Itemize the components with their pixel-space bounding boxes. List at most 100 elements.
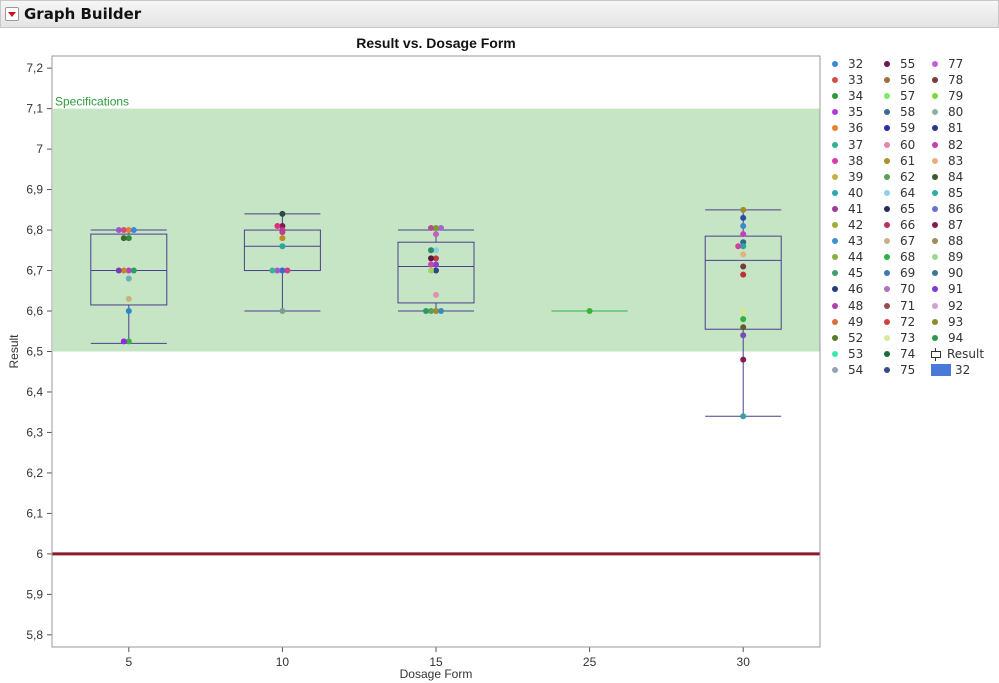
legend-item[interactable]: 58 — [884, 104, 915, 120]
legend-item[interactable]: 70 — [884, 281, 915, 297]
legend-item[interactable]: 77 — [932, 56, 963, 72]
legend-item[interactable]: 48 — [832, 298, 863, 314]
data-point — [125, 295, 132, 302]
disclosure-triangle-icon[interactable] — [5, 7, 19, 21]
legend-marker-icon — [932, 77, 938, 84]
data-point — [279, 229, 286, 236]
legend-label: 60 — [900, 137, 916, 152]
legend-item[interactable]: 78 — [932, 72, 963, 88]
legend-item[interactable]: 32 — [931, 362, 970, 378]
legend-item[interactable]: 37 — [832, 137, 863, 153]
legend-item[interactable]: 40 — [832, 185, 863, 201]
legend-label: 58 — [900, 105, 916, 120]
data-point — [740, 243, 747, 250]
data-point — [130, 227, 137, 234]
legend-item[interactable]: 42 — [832, 217, 863, 233]
legend-marker-icon — [832, 302, 838, 309]
legend-marker-icon — [884, 93, 890, 100]
legend-item[interactable]: 60 — [884, 137, 915, 153]
legend-marker-icon — [884, 254, 890, 261]
legend-item[interactable]: 55 — [884, 56, 915, 72]
legend-marker-icon — [832, 334, 838, 341]
legend-marker-icon — [832, 270, 838, 277]
legend-marker-icon — [884, 205, 890, 212]
legend-label: 56 — [900, 73, 916, 88]
legend-label: 88 — [948, 234, 964, 249]
x-tick-label: 25 — [583, 655, 597, 669]
legend-item[interactable]: 68 — [884, 249, 915, 265]
legend-item[interactable]: 71 — [884, 298, 915, 314]
legend-item[interactable]: 49 — [832, 314, 863, 330]
legend-item[interactable]: 79 — [932, 88, 963, 104]
legend-item[interactable]: 56 — [884, 72, 915, 88]
box — [90, 233, 168, 306]
legend-item[interactable]: 93 — [932, 314, 963, 330]
box-plot-icon — [931, 347, 941, 361]
legend-item[interactable]: 39 — [832, 169, 863, 185]
legend-item[interactable]: 36 — [832, 120, 863, 136]
data-point — [740, 332, 747, 339]
legend-item[interactable]: 75 — [884, 362, 915, 378]
legend-item[interactable]: 89 — [932, 249, 963, 265]
legend-item[interactable]: 64 — [884, 185, 915, 201]
legend-item[interactable]: 69 — [884, 265, 915, 281]
data-point — [125, 308, 132, 315]
legend-item[interactable]: 94 — [932, 330, 963, 346]
legend-item[interactable]: 46 — [832, 281, 863, 297]
legend-item[interactable]: 44 — [832, 249, 863, 265]
legend-item[interactable]: 45 — [832, 265, 863, 281]
legend-item[interactable]: 62 — [884, 169, 915, 185]
legend-item[interactable]: 81 — [932, 120, 963, 136]
legend-item[interactable]: 91 — [932, 281, 963, 297]
legend-item[interactable]: 74 — [884, 346, 915, 362]
legend-label: 74 — [900, 346, 916, 361]
legend-item[interactable]: 34 — [832, 88, 863, 104]
legend-item[interactable]: Result — [931, 346, 984, 362]
legend-item[interactable]: 72 — [884, 314, 915, 330]
legend-marker-icon — [832, 366, 838, 373]
legend-item[interactable]: 80 — [932, 104, 963, 120]
legend-item[interactable]: 54 — [832, 362, 863, 378]
legend-item[interactable]: 82 — [932, 137, 963, 153]
legend-item[interactable]: 65 — [884, 201, 915, 217]
legend-item[interactable]: 67 — [884, 233, 915, 249]
legend-item[interactable]: 88 — [932, 233, 963, 249]
data-point — [279, 243, 286, 250]
legend-item[interactable]: 32 — [832, 56, 863, 72]
legend-item[interactable]: 33 — [832, 72, 863, 88]
legend-label: 77 — [948, 57, 964, 71]
legend-item[interactable]: 66 — [884, 217, 915, 233]
legend-item[interactable]: 85 — [932, 185, 963, 201]
legend-item[interactable]: 35 — [832, 104, 863, 120]
legend-item[interactable]: 53 — [832, 346, 863, 362]
legend-label: 42 — [848, 218, 864, 232]
legend-item[interactable]: 92 — [932, 298, 963, 314]
legend-label: 52 — [848, 330, 864, 345]
legend-item[interactable]: 57 — [884, 88, 915, 104]
legend-item[interactable]: 61 — [884, 153, 915, 169]
legend-item[interactable]: 73 — [884, 330, 915, 346]
legend-item[interactable]: 43 — [832, 233, 863, 249]
y-tick-label: 6,7 — [26, 264, 43, 278]
legend-item[interactable]: 86 — [932, 201, 963, 217]
color-swatch-icon — [931, 363, 951, 376]
legend-item[interactable]: 59 — [884, 120, 915, 136]
legend-item[interactable]: 90 — [932, 265, 963, 281]
y-tick-label: 7,2 — [26, 61, 43, 75]
legend-item[interactable]: 52 — [832, 330, 863, 346]
legend-item[interactable]: 41 — [832, 201, 863, 217]
legend-label: 68 — [900, 250, 916, 265]
legend-marker-icon — [884, 238, 890, 245]
legend-item[interactable]: 87 — [932, 217, 963, 233]
legend-label: 94 — [948, 330, 964, 345]
legend-label: 83 — [948, 153, 964, 168]
legend-item[interactable]: 83 — [932, 153, 963, 169]
data-point — [125, 267, 132, 274]
legend-item[interactable]: 84 — [932, 169, 963, 185]
legend-item[interactable]: 38 — [832, 153, 863, 169]
data-point — [740, 263, 747, 270]
legend-label: 72 — [900, 314, 916, 329]
data-point — [428, 255, 434, 262]
data-point — [279, 210, 286, 217]
legend-label: 57 — [900, 89, 916, 104]
